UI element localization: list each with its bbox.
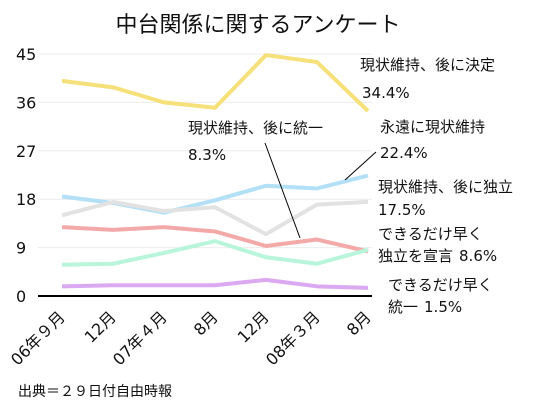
- value-label: 17.5%: [378, 201, 426, 219]
- series-label-line: 現状維持、後に決定: [360, 56, 495, 74]
- x-tick-label: 06年９月: [7, 307, 69, 369]
- series-line: [61, 277, 369, 290]
- series-label-line: 統一: [388, 298, 418, 316]
- y-tick-label: 0: [16, 287, 26, 306]
- series-label-line: できるだけ早く: [388, 276, 493, 294]
- series-label-line: 現状維持、後に統一: [188, 119, 323, 137]
- x-tick-label: 12月: [234, 307, 273, 346]
- series-line: [61, 199, 369, 237]
- series-label-line: 独立を宣言: [378, 247, 453, 265]
- value-label: 8.6%: [459, 247, 497, 265]
- callout: [344, 151, 377, 181]
- series-label-line: できるだけ早く: [378, 225, 483, 243]
- series-label: 現状維持、後に独立: [378, 178, 513, 196]
- x-tick-label: 8月: [343, 307, 375, 339]
- y-tick-label: 9: [16, 239, 26, 258]
- x-tick-label: 8月: [190, 307, 222, 339]
- series-label: できるだけ早く統一: [388, 276, 493, 316]
- series-line: [61, 53, 370, 113]
- x-tick-label: 08年３月: [262, 307, 324, 369]
- series-label: 現状維持、後に決定: [360, 56, 495, 74]
- value-label: 34.4%: [362, 84, 410, 102]
- series-label: 現状維持、後に統一: [188, 119, 323, 137]
- series-line: [61, 239, 369, 267]
- y-tick-label: 27: [16, 142, 36, 161]
- y-tick-label: 18: [16, 190, 36, 209]
- source: 出典＝２９日付自由時報: [18, 384, 172, 400]
- series-label-line: 現状維持、後に独立: [378, 178, 513, 196]
- callout: [264, 142, 301, 239]
- x-tick-label: 07年４月: [109, 307, 171, 369]
- series-label-line: 永遠に現状維持: [380, 118, 485, 136]
- series-label: できるだけ早く独立を宣言: [378, 225, 483, 265]
- y-tick-label: 45: [16, 45, 36, 64]
- series-line: [61, 225, 369, 254]
- value-label: 22.4%: [380, 144, 428, 162]
- series-label: 永遠に現状維持: [380, 118, 485, 136]
- value-label: 1.5%: [424, 298, 462, 316]
- value-label: 8.3%: [188, 146, 226, 164]
- y-tick-label: 36: [16, 93, 36, 112]
- chart-title: 中台関係に関するアンケート: [115, 13, 400, 38]
- x-tick-label: 12月: [81, 307, 120, 346]
